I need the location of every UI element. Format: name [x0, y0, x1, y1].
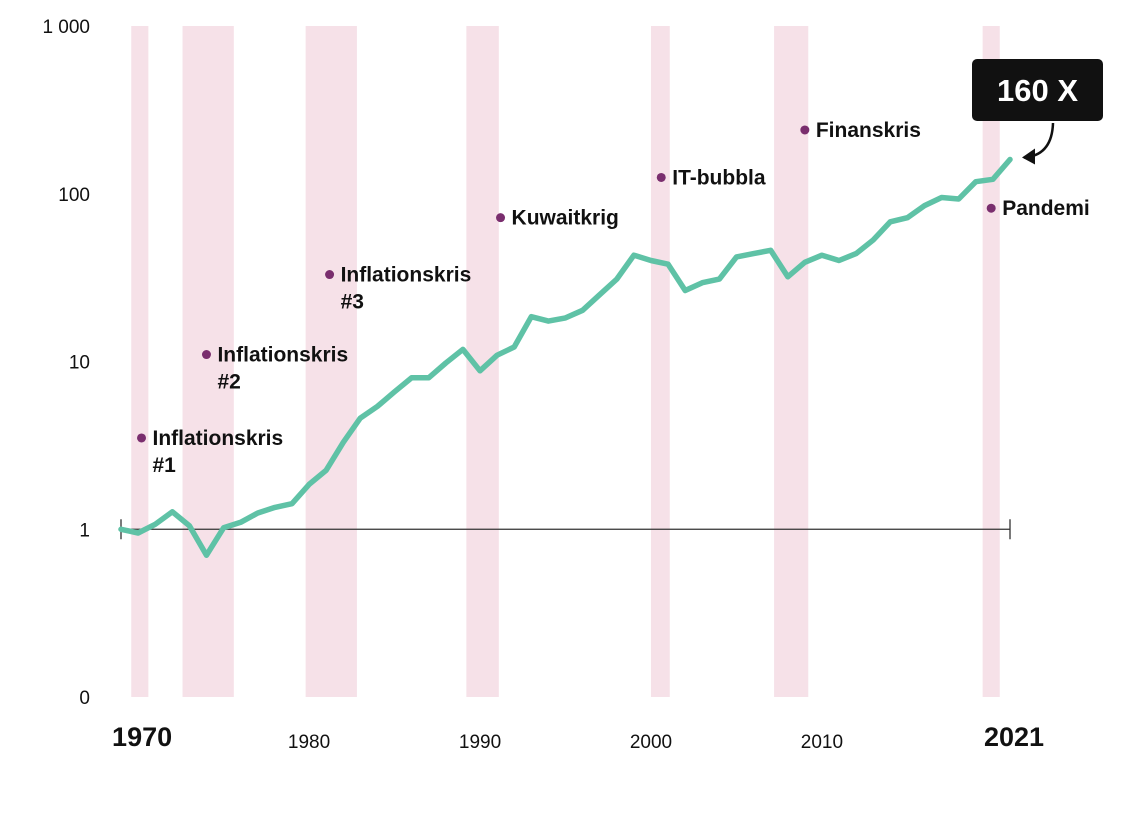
event-marker	[201, 350, 211, 360]
event-annotations: Inflationskris #1 Inflationskris #2 Inflatio…	[137, 119, 1090, 477]
y-tick-label: 0	[79, 688, 90, 709]
x-tick-label: 2010	[801, 732, 843, 753]
y-tick-label: 10	[69, 353, 90, 374]
event-label: IT-bubbla	[672, 166, 766, 189]
event-marker	[496, 213, 506, 223]
x-tick-label: 1970	[112, 722, 172, 752]
x-tick-label: 1980	[288, 732, 330, 753]
event-marker	[656, 172, 666, 182]
crisis-band-2	[305, 26, 357, 697]
event-marker	[137, 433, 147, 443]
series-line	[118, 156, 1013, 558]
y-tick-label: 100	[58, 185, 90, 206]
event-label-suffix: #3	[341, 291, 364, 314]
y-tick-label: 1	[79, 520, 90, 541]
x-tick-label: 1990	[459, 732, 501, 753]
event-label: Kuwaitkrig	[512, 207, 619, 230]
x-axis	[120, 519, 1011, 540]
event-label: Finanskris	[816, 119, 921, 142]
event-marker	[325, 270, 335, 280]
event-marker	[986, 203, 996, 213]
event-label: Inflationskris	[341, 264, 472, 287]
event-label-suffix: #1	[153, 454, 177, 477]
crisis-band-4	[650, 26, 670, 697]
crisis-band-1	[182, 26, 234, 697]
y-tick-label: 1 000	[42, 17, 90, 38]
crisis-band-5	[774, 26, 809, 697]
crisis-band-6	[982, 26, 1000, 697]
x-tick-label: 2000	[630, 732, 672, 753]
callout-arrow	[1023, 122, 1055, 159]
crisis-band-0	[131, 26, 149, 697]
x-tick-label: 2021	[984, 722, 1044, 752]
event-marker	[800, 125, 810, 135]
series-line-layer	[118, 156, 1013, 558]
event-label: Pandemi	[1002, 197, 1090, 220]
event-label-suffix: #2	[217, 371, 240, 394]
callout-box	[972, 59, 1103, 121]
callout-text: 160 X	[997, 73, 1078, 108]
x-axis-tick-labels: 1970 1980 1990 2000 2010 2021	[112, 722, 1044, 753]
event-label: Inflationskris	[153, 427, 284, 450]
callout-arrowhead	[1022, 148, 1035, 165]
event-label: Inflationskris	[217, 344, 348, 367]
growth-callout: 160 X	[972, 59, 1103, 165]
